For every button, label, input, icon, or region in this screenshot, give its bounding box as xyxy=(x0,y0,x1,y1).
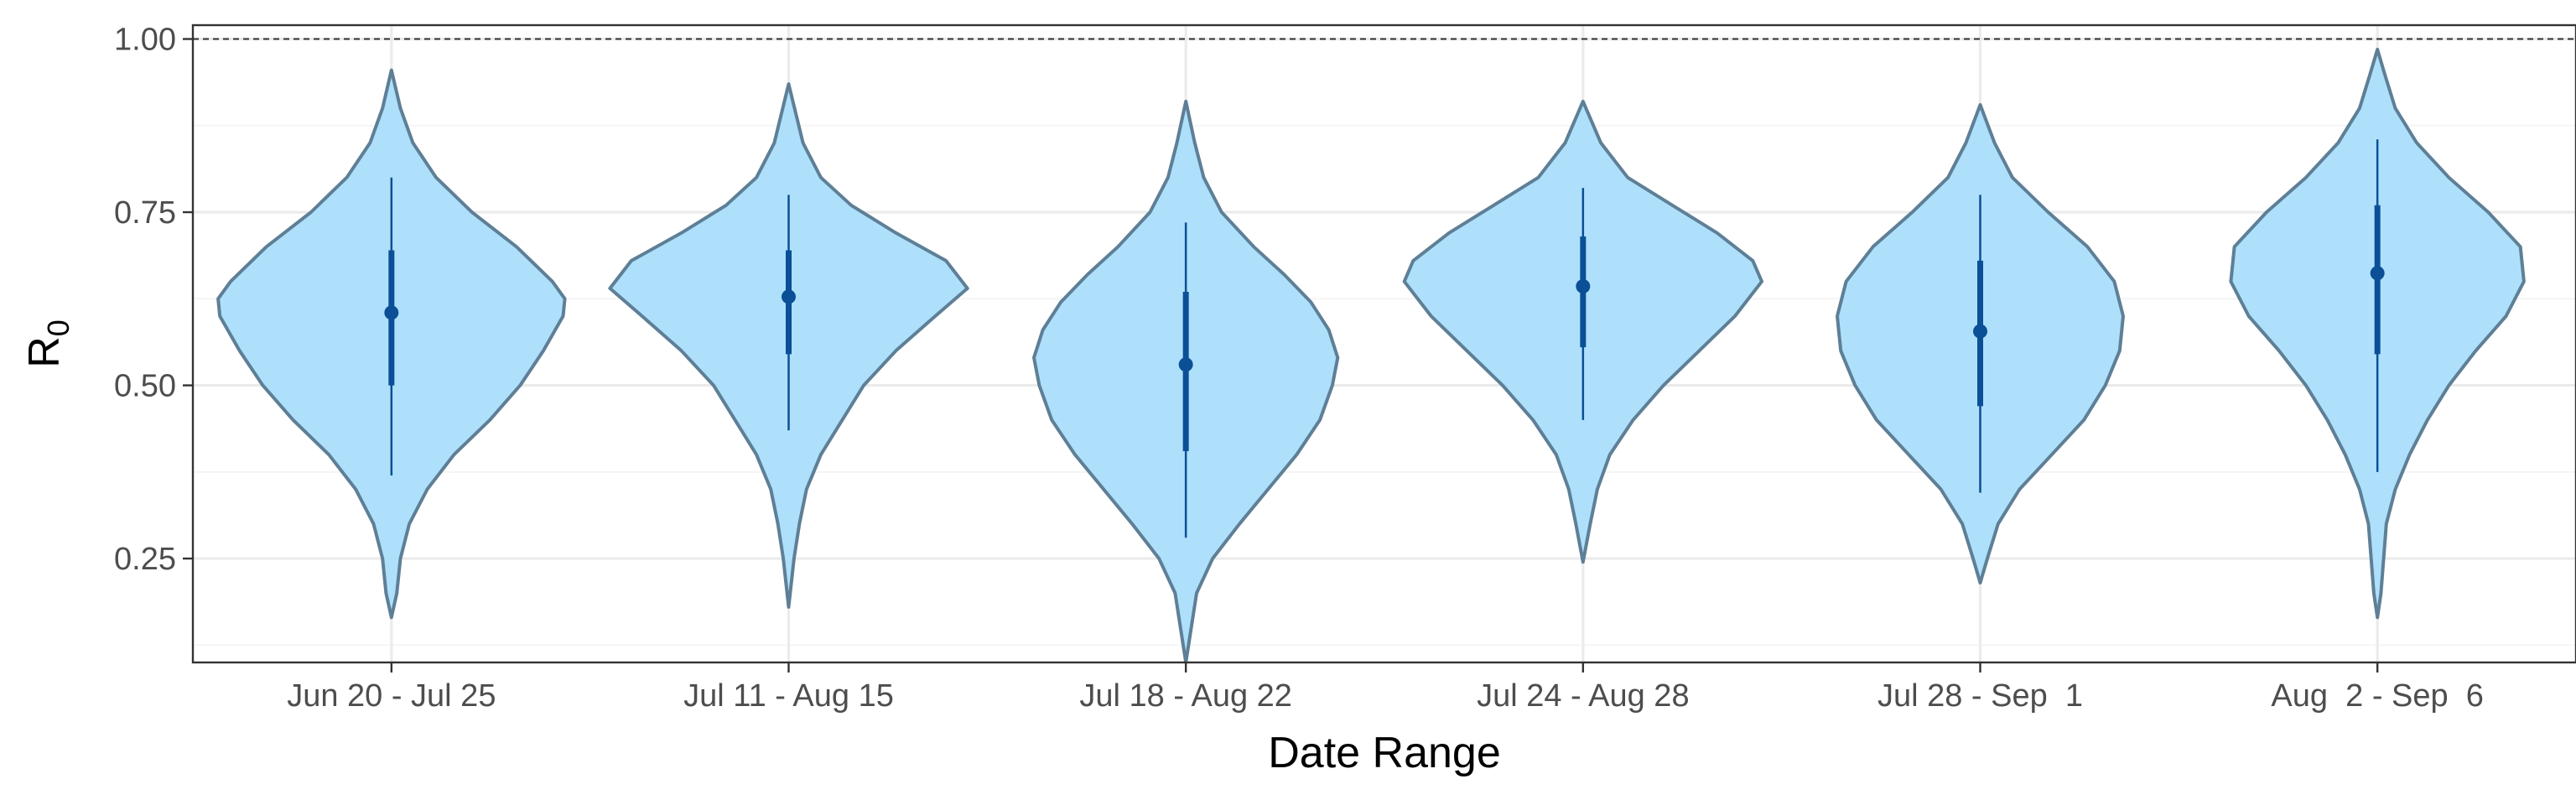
y-axis: 0.25 0.50 0.75 1.00 xyxy=(114,23,193,577)
x-tick-label: Jul 18 - Aug 22 xyxy=(1079,678,1292,714)
x-axis-title: Date Range xyxy=(1268,729,1501,777)
median-point xyxy=(1178,357,1193,372)
x-axis: Jun 20 - Jul 25 Jul 11 - Aug 15 Jul 18 - A… xyxy=(287,662,2484,714)
y-axis-title-subscript: 0 xyxy=(41,319,75,336)
median-point xyxy=(1576,278,1591,293)
median-point xyxy=(384,305,399,320)
y-tick-label: 1.00 xyxy=(114,23,176,58)
median-point xyxy=(2370,266,2385,281)
violin-group xyxy=(2229,47,2526,620)
plot-panel-border xyxy=(191,23,2576,664)
y-tick-label: 0.25 xyxy=(114,542,176,577)
x-tick-label: Aug 2 - Sep 6 xyxy=(2271,678,2484,714)
y-axis-title: R0 xyxy=(20,319,75,368)
y-tick-label: 0.75 xyxy=(114,195,176,231)
x-tick-label: Jul 24 - Aug 28 xyxy=(1477,678,1690,714)
violin-group xyxy=(1836,103,2125,584)
x-tick-label: Jul 28 - Sep 1 xyxy=(1877,678,2083,714)
x-tick-label: Jun 20 - Jul 25 xyxy=(287,678,496,714)
violin-group xyxy=(608,82,969,609)
y-tick-label: 0.50 xyxy=(114,369,176,404)
violin-group xyxy=(1032,99,1340,664)
median-point xyxy=(1973,324,1987,339)
violin-group xyxy=(1402,99,1763,564)
y-axis-title-main: R xyxy=(20,336,69,368)
violin-group xyxy=(216,68,567,620)
median-point xyxy=(782,289,796,304)
x-tick-label: Jul 11 - Aug 15 xyxy=(683,678,894,714)
violins xyxy=(216,47,2526,664)
grid-lines xyxy=(193,25,2576,662)
